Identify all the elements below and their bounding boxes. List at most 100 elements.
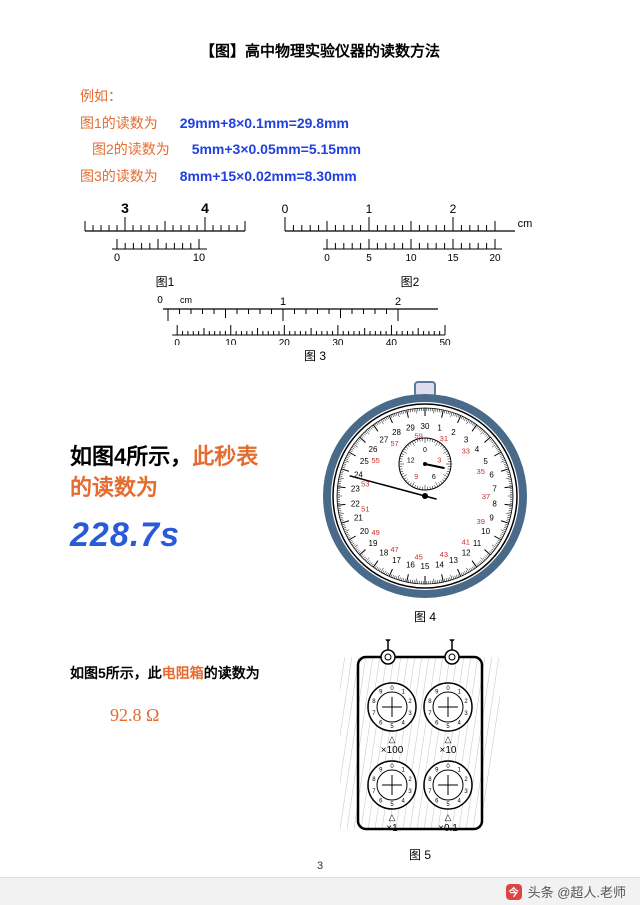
fig3: 0cm1201020304050 图 3 bbox=[150, 289, 480, 364]
svg-text:26: 26 bbox=[369, 446, 378, 455]
section4: 如图4所示，此秒表的读数为 228.7s 1234567891011121314… bbox=[70, 371, 570, 625]
svg-text:△: △ bbox=[389, 734, 396, 744]
svg-text:5: 5 bbox=[483, 457, 488, 466]
example-block: 例如： 图1的读数为 29mm+8×0.1mm=29.8mm 图2的读数为 5m… bbox=[80, 83, 570, 189]
svg-text:0: 0 bbox=[324, 253, 330, 264]
svg-text:16: 16 bbox=[406, 561, 415, 570]
reading2-value: 5mm+3×0.05mm=5.15mm bbox=[192, 141, 361, 157]
svg-text:3: 3 bbox=[121, 201, 129, 216]
svg-text:13: 13 bbox=[449, 556, 458, 565]
svg-text:9: 9 bbox=[489, 514, 494, 523]
svg-text:41: 41 bbox=[462, 538, 470, 547]
svg-text:0: 0 bbox=[282, 202, 289, 216]
svg-text:55: 55 bbox=[371, 457, 379, 466]
svg-text:×0.1: ×0.1 bbox=[438, 823, 458, 834]
svg-text:17: 17 bbox=[392, 556, 401, 565]
svg-text:8: 8 bbox=[492, 500, 497, 509]
svg-text:×1: ×1 bbox=[386, 823, 398, 834]
svg-text:10: 10 bbox=[405, 253, 417, 264]
fig4-answer: 228.7s bbox=[70, 516, 270, 555]
svg-text:1: 1 bbox=[280, 296, 286, 308]
svg-text:6: 6 bbox=[489, 471, 494, 480]
svg-text:△: △ bbox=[445, 812, 452, 822]
fig1: 3 4 0 10 图1 bbox=[70, 201, 260, 290]
svg-text:1: 1 bbox=[366, 202, 373, 216]
svg-text:10: 10 bbox=[193, 252, 205, 264]
svg-text:0: 0 bbox=[157, 295, 163, 306]
rulers-area: 34010 图1 012cm05101520 图2 0cm12010203040… bbox=[70, 201, 570, 361]
svg-text:△: △ bbox=[445, 734, 452, 744]
svg-text:47: 47 bbox=[390, 545, 398, 554]
svg-text:2: 2 bbox=[451, 428, 456, 437]
svg-text:0: 0 bbox=[114, 252, 120, 264]
svg-text:31: 31 bbox=[440, 434, 448, 443]
svg-text:4: 4 bbox=[201, 201, 209, 216]
svg-text:4: 4 bbox=[475, 446, 480, 455]
fig1-caption: 图1 bbox=[70, 273, 260, 290]
svg-text:cm: cm bbox=[180, 295, 192, 305]
svg-text:3: 3 bbox=[464, 436, 469, 445]
example-heading: 例如： bbox=[80, 83, 570, 110]
svg-text:9: 9 bbox=[414, 475, 418, 482]
svg-text:23: 23 bbox=[351, 485, 360, 494]
stopwatch-diagram: 1234567891011121314151617181920212223242… bbox=[315, 371, 535, 601]
svg-text:2: 2 bbox=[395, 296, 401, 308]
svg-text:20: 20 bbox=[489, 253, 501, 264]
svg-text:39: 39 bbox=[477, 517, 485, 526]
svg-text:14: 14 bbox=[435, 561, 444, 570]
svg-text:15: 15 bbox=[447, 253, 459, 264]
page-number: 3 bbox=[0, 860, 640, 872]
svg-text:10: 10 bbox=[481, 527, 490, 536]
footer-icon: 今 bbox=[506, 884, 522, 900]
fig3-caption: 图 3 bbox=[150, 347, 480, 364]
reading2-label: 图2的读数为 bbox=[92, 136, 170, 163]
svg-text:△: △ bbox=[389, 812, 396, 822]
svg-text:27: 27 bbox=[379, 436, 388, 445]
reading3-label: 图3的读数为 bbox=[80, 163, 158, 190]
svg-text:40: 40 bbox=[386, 338, 398, 345]
svg-text:25: 25 bbox=[360, 457, 369, 466]
svg-text:3: 3 bbox=[437, 458, 441, 465]
footer-author: 头条 @超人.老师 bbox=[528, 882, 626, 901]
svg-text:5: 5 bbox=[366, 253, 372, 264]
svg-text:43: 43 bbox=[440, 550, 448, 559]
reading1-label: 图1的读数为 bbox=[80, 110, 158, 137]
svg-text:1: 1 bbox=[437, 424, 442, 433]
fig5-answer: 92.8 Ω bbox=[110, 705, 270, 726]
svg-text:12: 12 bbox=[462, 549, 471, 558]
svg-text:49: 49 bbox=[371, 528, 379, 537]
svg-text:33: 33 bbox=[462, 447, 470, 456]
svg-text:21: 21 bbox=[354, 514, 363, 523]
svg-text:45: 45 bbox=[414, 553, 422, 562]
svg-text:11: 11 bbox=[473, 539, 482, 548]
svg-text:22: 22 bbox=[351, 500, 360, 509]
svg-text:20: 20 bbox=[360, 527, 369, 536]
section5: 如图5所示，此电阻箱的读数为 92.8 Ω 0123456789△×100012… bbox=[70, 639, 570, 863]
reading3-value: 8mm+15×0.02mm=8.30mm bbox=[180, 168, 357, 184]
resistance-box-diagram: 0123456789△×1000123456789△×100123456789△… bbox=[340, 639, 500, 839]
svg-text:20: 20 bbox=[279, 338, 291, 345]
svg-text:15: 15 bbox=[421, 562, 430, 571]
svg-text:30: 30 bbox=[332, 338, 344, 345]
svg-text:51: 51 bbox=[361, 505, 369, 514]
svg-text:19: 19 bbox=[369, 539, 378, 548]
fig4-text: 如图4所示，此秒表的读数为 bbox=[70, 442, 270, 504]
svg-text:6: 6 bbox=[432, 475, 436, 482]
footer: 今 头条 @超人.老师 bbox=[0, 877, 640, 905]
svg-text:12: 12 bbox=[407, 458, 415, 465]
svg-text:7: 7 bbox=[492, 485, 497, 494]
svg-text:50: 50 bbox=[439, 338, 451, 345]
reading1-value: 29mm+8×0.1mm=29.8mm bbox=[180, 115, 349, 131]
svg-text:2: 2 bbox=[450, 202, 457, 216]
fig2: 0 1 2 cm 0 5 10 15 20 图2 bbox=[270, 201, 550, 290]
svg-text:×10: ×10 bbox=[440, 745, 457, 756]
svg-text:×100: ×100 bbox=[381, 745, 404, 756]
svg-text:57: 57 bbox=[390, 440, 398, 449]
svg-text:0: 0 bbox=[174, 338, 180, 345]
page-title: 【图】高中物理实验仪器的读数方法 bbox=[70, 40, 570, 61]
svg-text:0: 0 bbox=[423, 447, 427, 454]
fig2-caption: 图2 bbox=[270, 273, 550, 290]
svg-text:37: 37 bbox=[482, 492, 490, 501]
svg-text:cm: cm bbox=[518, 218, 533, 230]
fig4-caption: 图 4 bbox=[280, 608, 570, 625]
